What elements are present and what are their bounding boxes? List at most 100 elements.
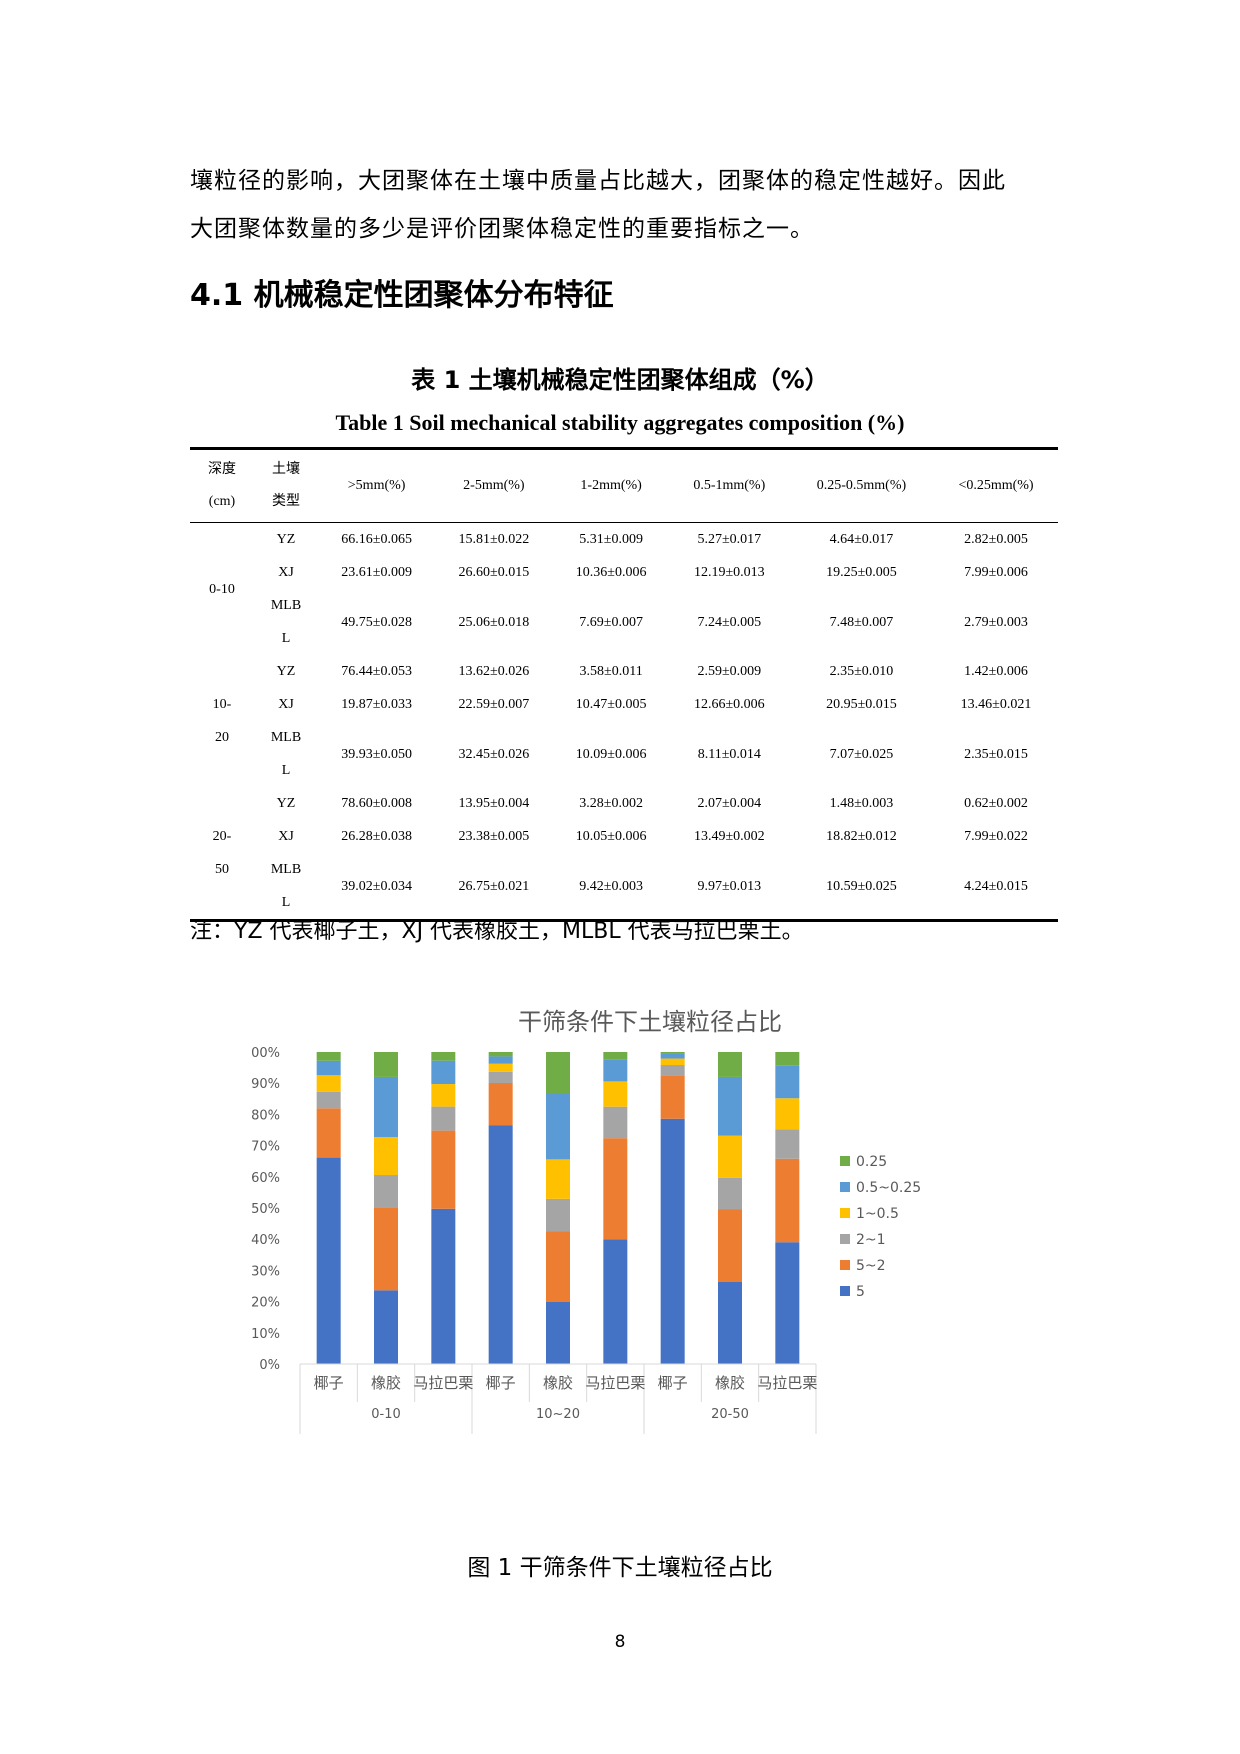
legend-swatch [840,1208,850,1218]
table-row: MLB L 39.93±0.050 32.45±0.026 10.09±0.006 8.1… [190,721,1058,787]
y-tick-label: 30% [251,1264,280,1279]
soil-type-line: XJ [278,565,294,580]
bar-segment [316,1060,341,1076]
bar-segment [316,1108,341,1158]
soil-type-line: YZ [276,664,296,679]
bar-segment [775,1052,800,1066]
header-type-line2: 类型 [272,494,300,509]
soil-type-line: L [281,763,291,778]
value-cell: 39.93±0.050 [341,746,412,762]
header-col: 1-2mm(%) [580,478,642,493]
bar-segment [431,1052,456,1061]
x-category-label: 椰子 [486,1374,516,1392]
legend-swatch [840,1156,850,1166]
table-caption-cn: 表 1 土壤机械稳定性团聚体组成（%） [411,366,829,394]
grain-size-chart: 干筛条件下土壤粒径占比 0% 10% 20% 30% 40% 50% 60% 70% 80% 90… [250,1008,921,1434]
header-type: 土壤 类型 [254,449,318,523]
bar-segment [546,1198,570,1232]
bar-segment [660,1052,685,1054]
value-cell: 3.58±0.011 [579,664,643,679]
bar-segment [718,1076,742,1136]
legend-label: 1~0.5 [856,1206,899,1222]
bar-segment [718,1282,742,1364]
bar-segment [316,1075,341,1092]
header-col: 2-5mm(%) [463,478,525,493]
bar-segment [374,1052,398,1077]
y-tick-label: 100% [250,1046,280,1061]
x-category-label: 橡胶 [543,1374,573,1392]
value-cell: 2.82±0.005 [964,532,1028,547]
bar-segment [546,1093,570,1160]
soil-type-line: MLB [270,598,302,613]
soil-type-cell: YZ [254,523,318,557]
value-cell: 66.16±0.065 [341,532,412,547]
x-category-label: 椰子 [658,1374,688,1392]
value-cell: 7.24±0.005 [697,614,762,630]
bar-segment [603,1106,628,1139]
legend-label: 5~2 [856,1258,886,1274]
chart-bars [316,1052,800,1364]
bar-segment [374,1136,398,1176]
soil-type-line: L [281,631,291,646]
bar-segment [488,1063,513,1072]
x-category-label: 马拉巴栗 [585,1374,645,1392]
value-cell: 1.48±0.003 [829,796,894,811]
value-cell: 32.45±0.026 [458,746,530,762]
value-cell: 9.97±0.013 [697,878,762,894]
y-tick-label: 80% [251,1108,280,1123]
depth-line: 0-10 [209,581,235,597]
depth-line: 20- [212,829,232,844]
bar-segment [718,1209,742,1283]
value-cell: 7.99±0.006 [964,565,1028,580]
x-category-label: 马拉巴栗 [413,1374,473,1392]
value-cell: 13.62±0.026 [458,664,530,679]
header-depth-line: 深度 [208,462,236,477]
soil-type-cell: XJ [254,688,318,721]
bar-segment [603,1239,628,1364]
header-col: >5mm(%) [347,478,406,493]
bar-segment [316,1052,341,1061]
value-cell: 22.59±0.007 [458,697,530,712]
depth-cell: 0-10 [190,523,254,656]
bar-segment [488,1052,513,1057]
bar-segment [546,1052,570,1094]
x-category-label: 橡胶 [715,1374,745,1392]
soil-type-cell: XJ [254,820,318,853]
bar-segment [488,1083,513,1126]
value-cell: 9.42±0.003 [579,878,643,894]
intro-paragraph: 壤粒径的影响，大团聚体在土壤中质量占比越大，团聚体的稳定性越好。因此 大团聚体数… [190,157,1050,253]
figure-caption: 图 1 干筛条件下土壤粒径占比 [467,1555,773,1581]
x-group-label: 20-50 [711,1407,749,1422]
table-row: XJ 19.87±0.033 22.59±0.007 10.47±0.005 12.66… [190,688,1058,721]
bar-segment [546,1159,570,1199]
bar-segment [660,1053,685,1059]
value-cell: 2.35±0.015 [964,746,1028,762]
header-depth-unit: (cm) [208,494,236,509]
value-cell: 8.11±0.014 [697,746,761,762]
value-cell: 13.95±0.004 [458,796,530,811]
table-header-row: 深度 (cm) 土壤 类型 >5mm(%) 2-5mm(%) 1-2mm(%) … [190,448,1058,523]
value-cell: 10.47±0.005 [575,697,647,712]
y-tick-label: 10% [251,1327,280,1342]
legend-label: 2~1 [856,1232,886,1248]
bar-segment [374,1290,398,1364]
soil-type-line: MLB [270,862,302,877]
bar-segment [374,1076,398,1137]
bar-segment [718,1177,742,1210]
value-cell: 2.07±0.004 [697,796,762,811]
table-caption-en: Table 1 Soil mechanical stability aggreg… [335,410,905,435]
table-row: 0-10 YZ 66.16±0.065 15.81±0.022 5.31±0.009 5.… [190,523,1058,597]
y-tick-label: 90% [251,1077,280,1092]
value-cell: 19.87±0.033 [341,697,412,712]
soil-type-cell: MLB L [254,721,318,787]
value-cell: 7.07±0.025 [829,746,894,762]
table-row: MLB L 39.02±0.034 26.75±0.021 9.42±0.003 9.97… [190,853,1058,921]
y-tick-label: 0% [259,1358,280,1373]
soil-type-cell: YZ [254,655,318,688]
depth-cell: 10- 20 [190,655,254,787]
bar-segment [546,1302,570,1364]
value-cell: 23.61±0.009 [341,565,412,580]
bar-segment [718,1135,742,1178]
bar-segment [316,1157,341,1364]
bar-segment [603,1059,628,1082]
